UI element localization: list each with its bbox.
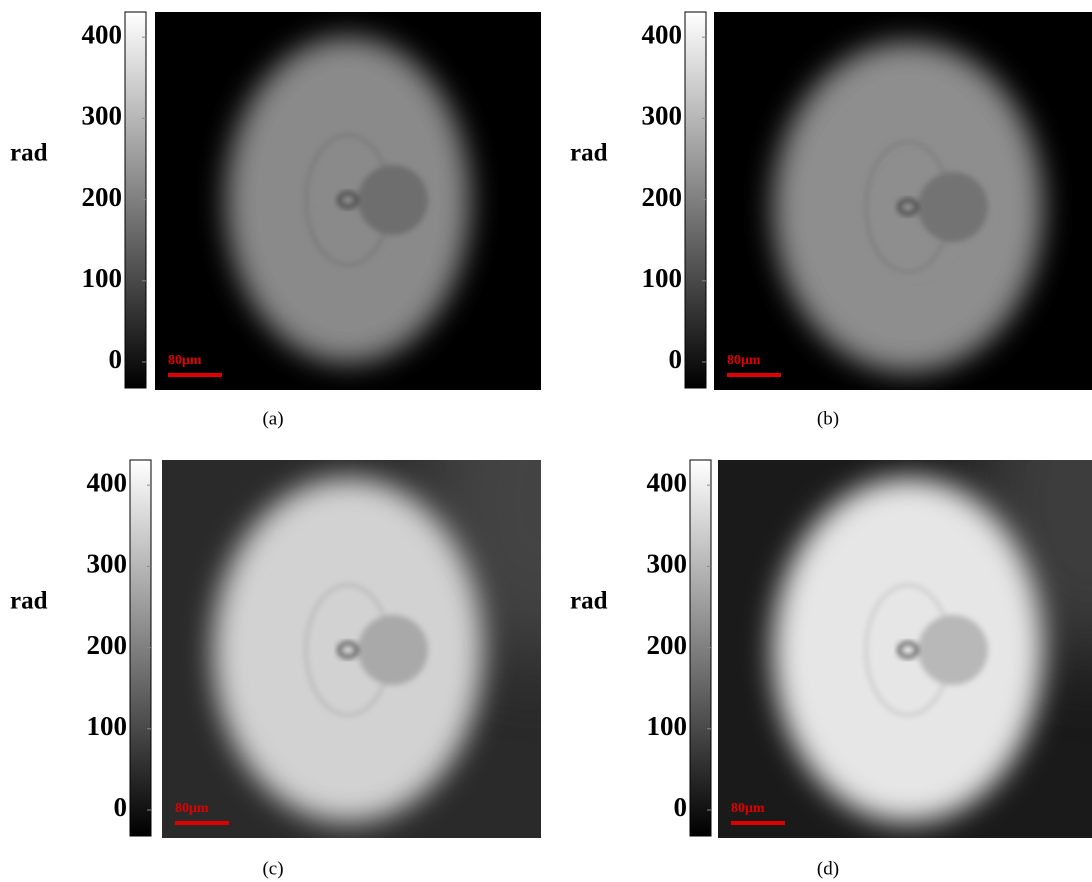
colorbar-unit: rad [10,140,48,167]
colorbar-tick-label: 0 [669,344,683,374]
nucleus [918,172,988,242]
colorbar-tick-label: 100 [87,711,128,741]
colorbar-tick-label: 300 [647,549,688,579]
panel: 80μm 0 100 200 300 400 rad (c) [10,459,541,879]
colorbar-tick-label: 0 [674,792,688,822]
colorbar-tick-label: 400 [87,467,128,497]
phase-image [714,12,1092,390]
colorbar-tick-label: 300 [87,549,128,579]
colorbar-tick-label: 100 [647,711,688,741]
nucleus [918,615,988,685]
colorbar-unit: rad [570,140,608,167]
scale-bar-label: 80μm [168,353,202,368]
cell-core [837,118,999,316]
colorbar-tick-label: 300 [642,101,683,131]
colorbar-unit: rad [570,588,608,615]
colorbar-tick-label: 300 [82,101,123,131]
cell-core [837,556,999,764]
phase-image [718,460,1092,838]
panel-caption: (a) [262,408,283,429]
colorbar-tick-label: 200 [82,182,123,212]
colorbar-tick-label: 400 [82,19,123,49]
colorbar-tick-label: 100 [82,263,123,293]
colorbar-tick-label: 200 [87,630,128,660]
panel-caption: (c) [262,858,283,879]
colorbar-tick-label: 400 [642,19,683,49]
nucleus [358,615,428,685]
panel: 80μm 0 100 200 300 400 rad (d) [570,459,1092,879]
colorbar-tick-label: 200 [647,630,688,660]
panel: 80μm 0 100 200 300 400 rad (b) [570,11,1092,429]
colorbar-unit: rad [10,588,48,615]
colorbar-tick-label: 100 [642,263,683,293]
nucleolus [897,641,919,659]
colorbar-tick-label: 0 [114,792,128,822]
panel-caption: (d) [817,858,839,879]
cell-core [277,556,439,764]
nucleolus [897,198,919,216]
cell-core [284,112,432,308]
scale-bar-label: 80μm [175,801,209,816]
colorbar-tick-label: 200 [642,182,683,212]
nucleus [358,165,428,235]
colorbar-tick-label: 400 [647,467,688,497]
panel-caption: (b) [817,408,839,429]
background-glow [972,460,1092,660]
panel: 80μm 0 100 200 300 400 rad (a) [10,11,541,429]
background-glow [421,460,541,660]
phase-image [162,460,541,838]
phase-image [155,12,541,390]
scale-bar-label: 80μm [727,353,761,368]
nucleolus [337,191,359,209]
nucleolus [337,641,359,659]
scale-bar-label: 80μm [731,801,765,816]
colorbar-tick-label: 0 [109,344,123,374]
